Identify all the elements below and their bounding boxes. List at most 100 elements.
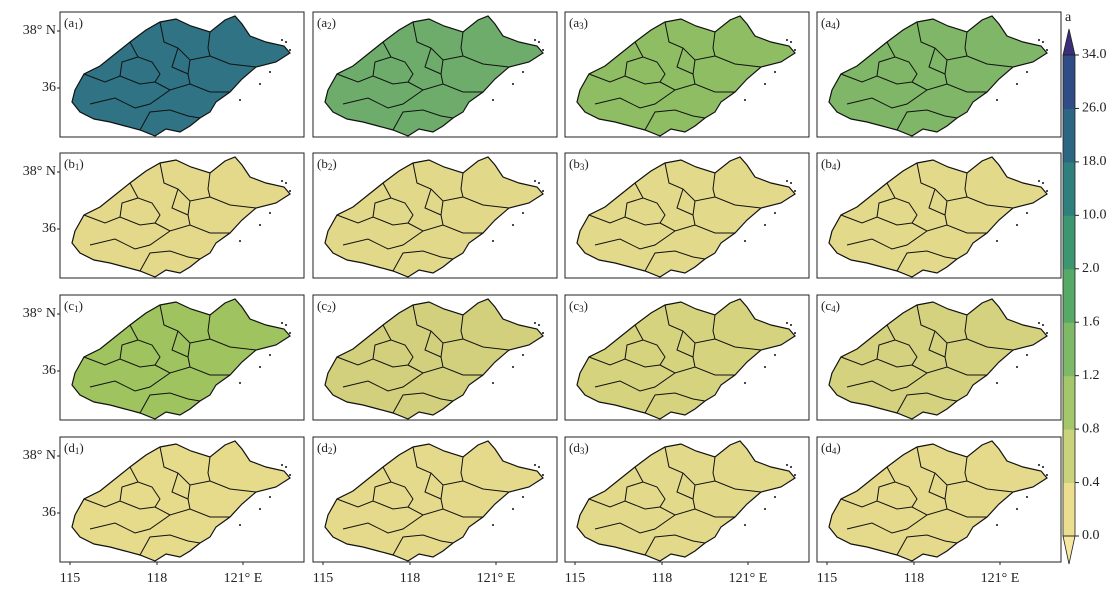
island xyxy=(764,224,766,226)
island xyxy=(1046,49,1048,51)
city-boundary xyxy=(928,472,946,500)
city-boundary xyxy=(896,392,958,414)
y-axis-label: 38° N xyxy=(23,306,56,321)
island xyxy=(1016,224,1018,226)
island xyxy=(996,524,998,526)
city-boundary xyxy=(392,250,454,272)
island xyxy=(764,508,766,510)
island xyxy=(239,382,241,384)
island xyxy=(1042,324,1044,326)
colorbar-tick-label: 10.0 xyxy=(1082,208,1107,223)
city-boundary xyxy=(634,182,666,224)
island xyxy=(269,71,271,73)
panel-label-part: ) xyxy=(584,15,588,30)
island xyxy=(794,190,796,192)
city-boundary xyxy=(676,472,694,500)
panel-label: (a3) xyxy=(569,15,588,31)
panel-label-part: ) xyxy=(332,15,336,30)
panel-label-part: (c xyxy=(64,298,74,313)
y-axis-label: 36 xyxy=(42,363,56,378)
province-area xyxy=(576,156,796,278)
city-boundary xyxy=(129,182,161,224)
city-boundary xyxy=(676,47,694,75)
island xyxy=(285,41,287,43)
map-panel: (a2) xyxy=(312,11,558,138)
colorbar-tick-label: 0.4 xyxy=(1082,475,1100,490)
island xyxy=(239,240,241,242)
island xyxy=(281,180,283,182)
island xyxy=(774,496,776,498)
panel-label-part: (a xyxy=(821,15,831,30)
city-boundary xyxy=(886,182,918,224)
panel-label: (a4) xyxy=(821,15,840,31)
city-boundary xyxy=(171,47,189,75)
panel-label-part: (b xyxy=(64,156,75,171)
city-boundary xyxy=(119,197,139,218)
colorbar-tick-label: 1.2 xyxy=(1082,368,1100,383)
city-boundary xyxy=(460,314,510,351)
city-boundary xyxy=(634,41,666,83)
panel-label-part: (d xyxy=(64,440,75,455)
panel-label: (b1) xyxy=(64,156,84,172)
map-panel: (b1) xyxy=(59,152,305,279)
y-axis-label: 38° N xyxy=(23,164,56,179)
city-boundary xyxy=(644,109,706,131)
island xyxy=(774,212,776,214)
island xyxy=(744,382,746,384)
colorbar-tick-label: 2.0 xyxy=(1082,261,1100,276)
panel-label-part: 4 xyxy=(831,21,836,31)
city-boundary xyxy=(372,197,392,218)
map-panel: (d1) xyxy=(59,436,305,563)
city-boundary xyxy=(207,456,257,493)
island xyxy=(1026,354,1028,356)
city-boundary xyxy=(964,31,1014,68)
panel-label-part: ) xyxy=(332,440,336,455)
colorbar-segment xyxy=(1063,482,1075,537)
x-axis-label: 121° E xyxy=(477,571,516,586)
panel-label-part: (c xyxy=(317,298,327,313)
panel-label-part: 2 xyxy=(327,21,332,31)
island xyxy=(538,466,540,468)
island xyxy=(285,466,287,468)
island xyxy=(1046,190,1048,192)
colorbar-frame xyxy=(1062,54,1076,537)
city-boundary xyxy=(644,392,706,414)
province-area xyxy=(324,15,544,137)
panel-label: (d2) xyxy=(317,440,337,456)
city-boundary xyxy=(89,89,171,109)
city-boundary xyxy=(342,89,424,109)
island xyxy=(534,180,536,182)
island xyxy=(512,83,514,85)
city-boundary xyxy=(424,47,442,75)
city-boundary xyxy=(382,324,414,366)
panel-label-part: ) xyxy=(584,298,588,313)
panel-label-part: (c xyxy=(821,298,831,313)
city-boundary xyxy=(372,56,392,77)
y-axis-label: 36 xyxy=(42,221,56,236)
panel-label-part: 4 xyxy=(832,162,837,172)
city-boundary xyxy=(886,41,918,83)
province-area xyxy=(828,440,1048,562)
colorbar-segment xyxy=(1063,108,1075,163)
panel-label: (c4) xyxy=(821,298,840,314)
panel-label-part: (b xyxy=(569,156,580,171)
island xyxy=(281,464,283,466)
city-boundary xyxy=(372,339,392,360)
city-boundary xyxy=(928,47,946,75)
city-boundary xyxy=(594,514,676,534)
city-boundary xyxy=(846,372,928,392)
province-area xyxy=(324,156,544,278)
city-boundary xyxy=(594,89,676,109)
panel-label-part: 3 xyxy=(580,446,585,456)
panel-label-part: 1 xyxy=(74,304,79,314)
island xyxy=(744,240,746,242)
city-boundary xyxy=(634,324,666,366)
colorbar-tick-label: 1.6 xyxy=(1082,314,1100,329)
panel-label-part: (a xyxy=(569,15,579,30)
island xyxy=(512,224,514,226)
city-boundary xyxy=(846,230,928,250)
city-boundary xyxy=(896,250,958,272)
island xyxy=(774,71,776,73)
city-boundary xyxy=(594,372,676,392)
